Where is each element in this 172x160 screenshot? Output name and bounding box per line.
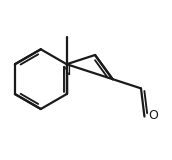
Text: N: N bbox=[62, 65, 71, 78]
Text: O: O bbox=[149, 109, 159, 122]
